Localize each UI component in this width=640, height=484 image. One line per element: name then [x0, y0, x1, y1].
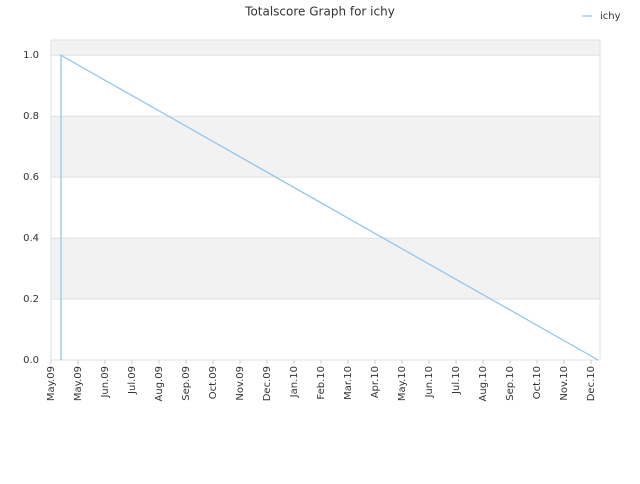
x-tick-label: Oct.09: [208, 366, 219, 399]
x-tick-label: Dec.10: [586, 366, 597, 401]
y-tick-label: 0.2: [23, 294, 39, 305]
x-tick-label: Jan.10: [289, 366, 300, 398]
x-tick-label: Dec.09: [262, 366, 273, 401]
x-tick-label: Jun.10: [424, 366, 435, 399]
x-tick-label: Nov.09: [235, 366, 246, 401]
y-tick-label: 0.4: [23, 233, 39, 244]
x-tick-label: Mar.10: [343, 366, 354, 400]
x-tick-label: Jun.09: [100, 366, 111, 399]
y-tick-label: 1.0: [23, 50, 39, 61]
x-tick-label: Oct.10: [532, 366, 543, 399]
line: [60, 54, 599, 361]
chart-title: Totalscore Graph for ichy: [244, 5, 395, 19]
band: [51, 116, 600, 178]
x-tick-label: May.09: [73, 366, 84, 401]
band: [51, 238, 600, 300]
x-tick-label: Feb.10: [316, 366, 327, 400]
x-tick-label: Jul.10: [451, 366, 462, 395]
x-tick-label: Jul.09: [127, 366, 138, 395]
band: [51, 40, 600, 56]
y-tick-label: 0.0: [23, 355, 39, 366]
x-tick-label: Sep.09: [181, 366, 192, 401]
x-tick-label: Apr.10: [370, 366, 381, 398]
x-tick-label: Nov.10: [559, 366, 570, 401]
x-tick-label: Sep.10: [505, 366, 516, 401]
legend-label: ichy: [600, 11, 621, 22]
x-tick-label: Aug.09: [154, 366, 165, 401]
x-tick-label: Aug.10: [478, 366, 489, 401]
x-tick-label: May.09: [46, 366, 57, 401]
x-tick-label: May.10: [397, 366, 408, 401]
y-tick-label: 0.8: [23, 111, 39, 122]
y-tick-label: 0.6: [23, 172, 39, 183]
plot-border: [50, 39, 601, 361]
